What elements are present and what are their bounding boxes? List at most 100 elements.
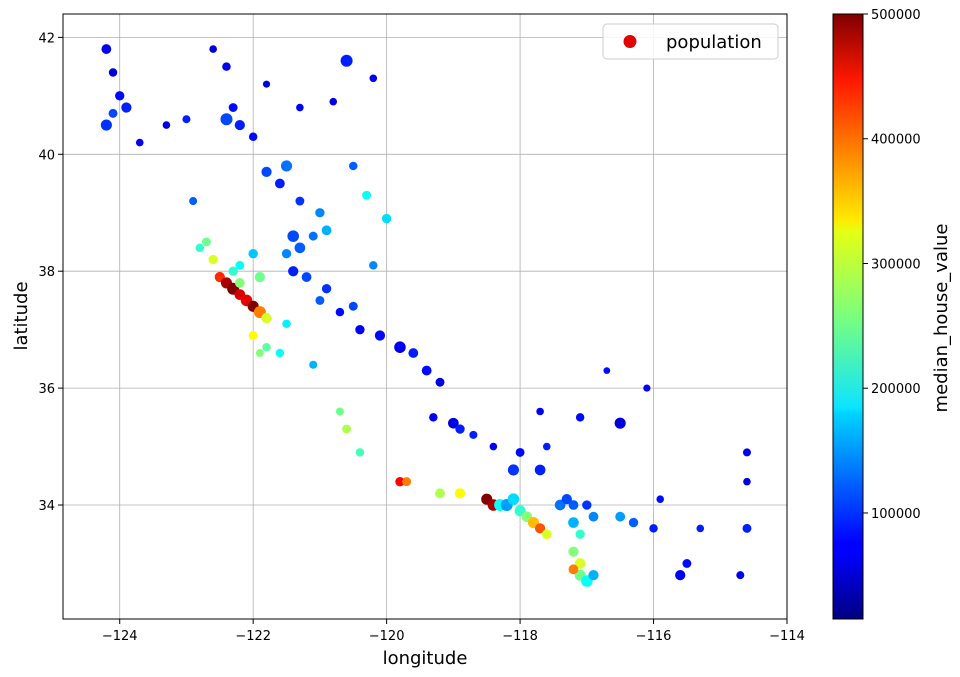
y-axis-ticks: 34 36 38 40 42	[38, 31, 63, 514]
data-point	[209, 45, 217, 53]
data-point	[536, 407, 544, 416]
data-point	[220, 113, 233, 126]
data-point	[182, 115, 191, 124]
plot-area: −124 −122 −120 −118 −116 −114 34 36 38 40 42	[38, 13, 805, 644]
data-point	[294, 242, 306, 254]
data-point	[742, 448, 751, 457]
data-point	[455, 424, 465, 434]
data-point	[329, 97, 338, 106]
data-point	[321, 225, 332, 236]
data-point	[402, 477, 412, 487]
data-point	[315, 208, 325, 218]
colorbar-ticks: 100000 200000 300000 400000 500000	[863, 8, 921, 522]
data-point	[315, 295, 325, 305]
data-point	[261, 166, 272, 177]
data-point	[615, 511, 626, 522]
data-point	[295, 196, 305, 206]
data-point	[280, 160, 293, 172]
data-point	[135, 138, 144, 147]
data-point	[568, 500, 579, 510]
data-point	[309, 360, 318, 369]
data-point	[656, 495, 665, 503]
data-point	[515, 447, 525, 457]
data-point	[429, 413, 438, 422]
data-point	[308, 231, 318, 241]
data-point	[534, 523, 546, 534]
data-point	[448, 417, 459, 429]
data-point	[261, 312, 272, 324]
data-point	[208, 254, 218, 265]
data-point	[469, 430, 478, 439]
data-point	[121, 102, 132, 113]
data-point	[568, 546, 579, 557]
colorbar: 100000 200000 300000 400000 500000 median_ho…	[832, 8, 952, 620]
data-point	[115, 91, 125, 101]
y-tick-label: 42	[38, 31, 55, 46]
data-point	[288, 266, 299, 277]
data-point	[582, 500, 592, 510]
plot-background	[63, 14, 787, 619]
data-point	[507, 464, 519, 476]
data-point	[262, 80, 271, 88]
data-point	[275, 348, 285, 358]
data-point	[696, 524, 705, 533]
data-point	[348, 301, 358, 311]
data-point	[374, 330, 386, 341]
y-tick-label: 38	[38, 265, 55, 280]
legend: population	[602, 23, 779, 60]
data-point	[603, 367, 611, 374]
x-axis-ticks: −124 −122 −120 −118 −116 −114	[102, 619, 805, 644]
legend-label: population	[666, 32, 762, 53]
data-point	[507, 493, 520, 505]
colorbar-tick-label: 500000	[871, 8, 921, 23]
y-tick-label: 34	[38, 499, 55, 514]
data-point	[575, 413, 585, 422]
data-point	[649, 524, 658, 533]
data-point	[588, 570, 599, 581]
data-point	[574, 558, 586, 569]
data-point	[234, 277, 245, 288]
colorbar-tick-label: 100000	[871, 507, 921, 522]
data-point	[682, 559, 692, 568]
data-point	[395, 476, 405, 487]
data-point	[301, 272, 312, 282]
data-point	[628, 517, 639, 528]
x-axis-title: longitude	[383, 648, 468, 669]
data-point	[254, 271, 265, 283]
x-tick-label: −122	[235, 629, 271, 644]
data-point	[435, 377, 445, 387]
data-point	[643, 384, 651, 392]
data-point	[349, 161, 358, 171]
data-point	[282, 319, 291, 329]
data-point	[195, 243, 205, 253]
data-point	[228, 103, 238, 112]
data-point	[296, 103, 304, 112]
data-point	[489, 442, 498, 451]
data-point	[743, 477, 751, 486]
legend-box	[602, 23, 779, 60]
data-point	[421, 365, 432, 376]
data-point	[742, 523, 752, 533]
data-point	[340, 54, 353, 67]
data-point	[321, 284, 332, 294]
data-point	[274, 178, 285, 189]
data-point	[281, 248, 292, 259]
data-point	[369, 261, 378, 270]
data-point	[542, 442, 551, 451]
data-point	[101, 44, 112, 54]
data-point	[541, 529, 552, 540]
y-tick-label: 40	[38, 148, 55, 163]
data-point	[675, 570, 686, 581]
data-point	[248, 331, 258, 340]
data-point	[228, 266, 238, 276]
data-point	[108, 68, 118, 77]
data-point	[235, 260, 245, 270]
data-point	[162, 121, 171, 129]
data-point	[248, 248, 258, 259]
data-point	[736, 571, 745, 580]
data-point	[568, 517, 579, 528]
data-point	[588, 511, 599, 522]
data-point	[234, 119, 245, 131]
data-point	[568, 564, 579, 575]
data-point	[222, 62, 231, 71]
